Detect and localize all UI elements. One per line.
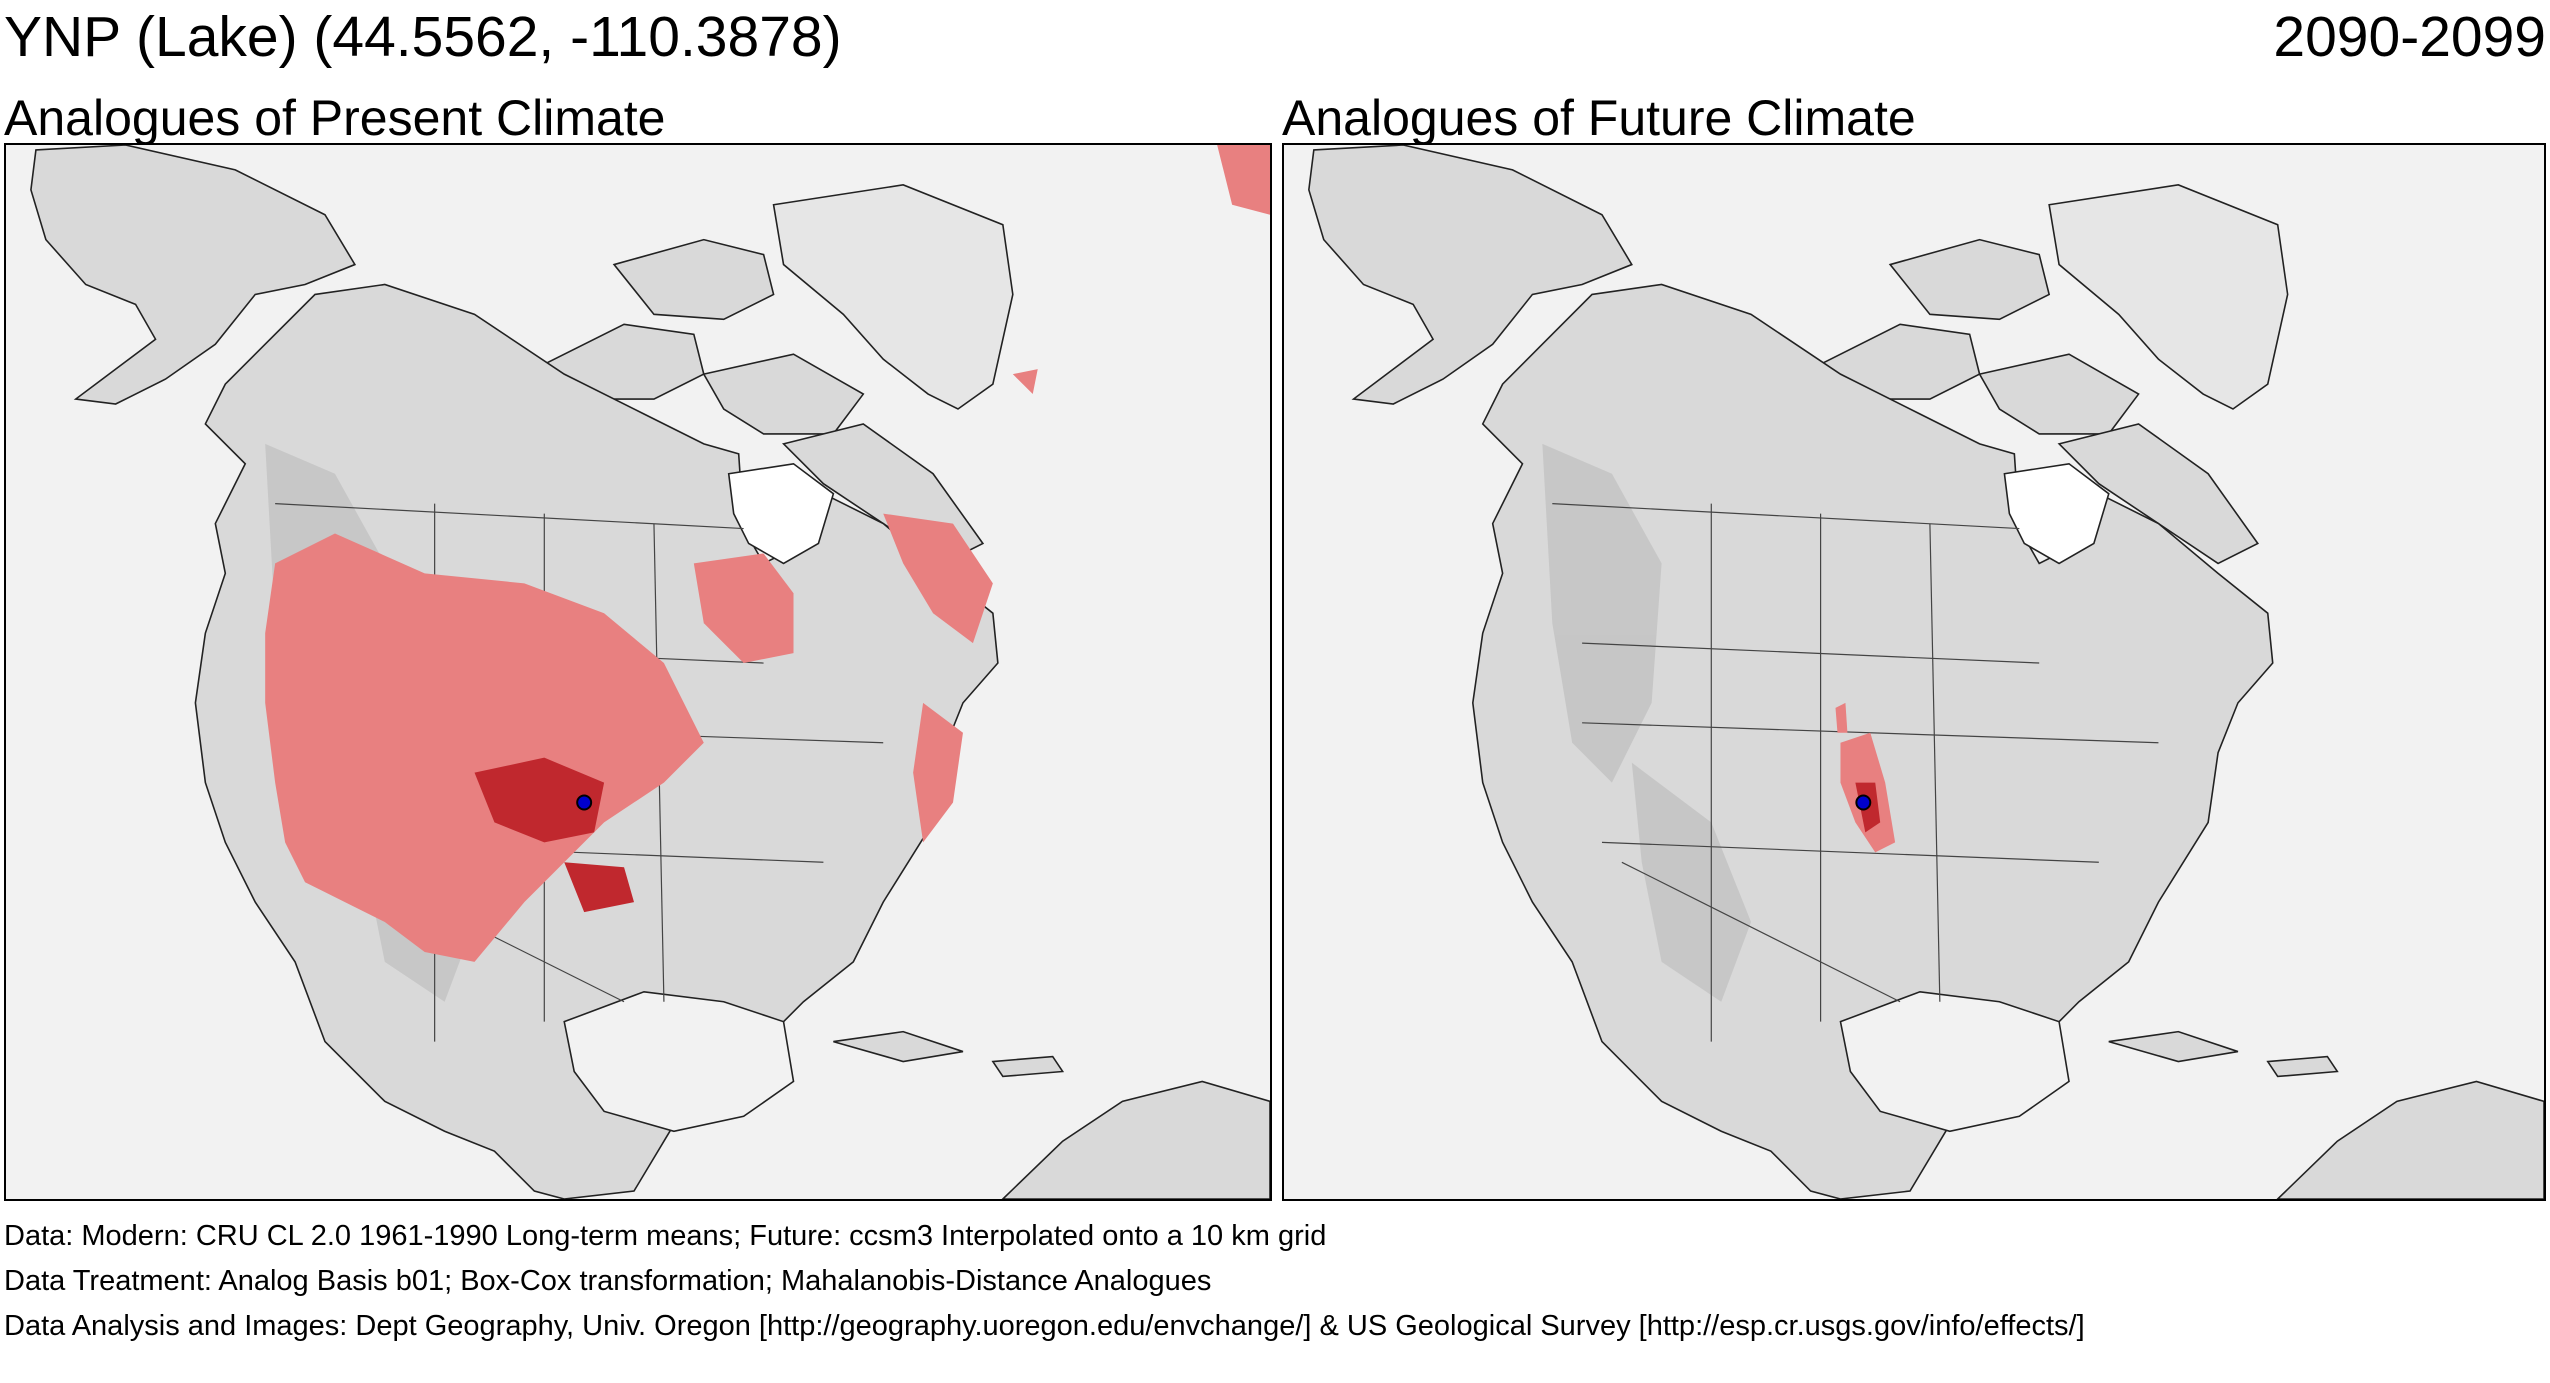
caribbean-island [833,1030,964,1063]
footer-data-source: Data: Modern: CRU CL 2.0 1961-1990 Long-… [4,1220,1327,1252]
alaska-landmass [1308,145,1633,405]
period-label: 2090-2099 [2273,5,2546,69]
panel-title-future: Analogues of Future Climate [1282,90,1916,146]
footer-data-analysis: Data Analysis and Images: Dept Geography… [4,1310,2085,1342]
greenland [772,184,1014,410]
gulf-of-mexico [1839,990,2070,1133]
site-marker [576,794,593,811]
relief-shading [1542,443,1752,1002]
gulf-of-mexico [563,990,795,1133]
future-map-svg [1308,145,2544,1199]
map-present-climate [4,143,1272,1201]
analog-region-light [1012,369,1038,395]
baffin-island [2057,423,2260,565]
present-analog-regions [265,145,1270,962]
present-map-svg [30,145,1270,1199]
arctic-island [702,353,865,435]
hudson-bay [2003,462,2110,565]
greenland [2048,184,2289,410]
map-future-climate [1282,143,2546,1201]
analog-region-light [265,533,704,962]
analog-region-light [913,702,963,843]
south-america-tip [2276,1080,2544,1199]
hudson-bay [727,462,835,565]
land-group [1308,145,2544,1199]
analog-region-light [693,553,794,664]
caribbean-island [991,1055,1065,1078]
analog-region-dark [474,757,605,843]
caribbean-island [2266,1055,2339,1078]
analog-region-light [883,513,993,644]
analog-region-dark [564,862,635,913]
arctic-island [1978,353,2140,435]
panel-title-present: Analogues of Present Climate [4,90,666,146]
south-america-tip [1001,1080,1270,1199]
caribbean-island [2108,1030,2239,1063]
arctic-island [1888,238,2051,321]
analog-region-light [1217,145,1270,215]
arctic-island [612,238,775,321]
footer-data-treatment: Data Treatment: Analog Basis b01; Box-Co… [4,1265,1212,1297]
site-marker [1855,794,1872,811]
alaska-landmass [30,145,357,405]
analog-region-light [1835,702,1848,733]
site-title: YNP (Lake) (44.5562, -110.3878) [4,5,842,69]
